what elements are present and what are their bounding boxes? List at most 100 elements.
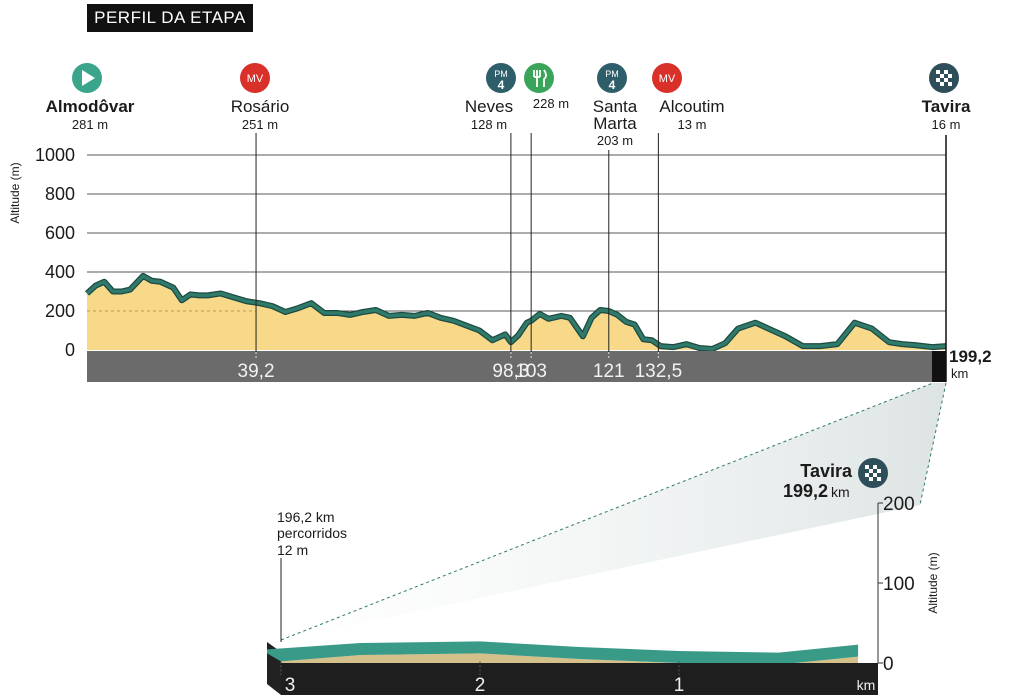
profile-line: [85, 274, 947, 351]
zoom-y-axis-label: Altitude (m): [926, 552, 940, 613]
zoom-guide-right: [919, 382, 947, 506]
pm-icon-category: 4: [609, 78, 616, 92]
x-tick-label: 132,5: [635, 361, 683, 382]
x-tick-label: 98,3: [492, 361, 529, 382]
distance-bar: [87, 351, 932, 382]
checkered-flag-square: [948, 74, 952, 78]
zoom-wedge: [281, 383, 946, 640]
checkered-flag-square: [873, 465, 877, 469]
waypoint-name: Santa: [593, 97, 638, 116]
y-tick-label: 600: [45, 223, 75, 243]
pm-icon-category: 4: [498, 78, 505, 92]
checkered-flag-square: [865, 473, 869, 477]
waypoint-altitude: 228 m: [533, 96, 569, 111]
checkered-flag-square: [877, 465, 881, 469]
y-tick-label: 0: [65, 340, 75, 360]
checkered-flag-square: [869, 477, 873, 481]
finish-bar-segment: [932, 351, 946, 382]
waypoint-name: Marta: [593, 114, 637, 133]
zoom-finish-km: 199,2: [783, 481, 828, 501]
zoom-guide-left: [280, 382, 934, 641]
checkered-flag-square: [869, 469, 873, 473]
checkered-flag-square: [877, 477, 881, 481]
checkered-flag-square: [873, 477, 877, 481]
x-tick-label: 121: [593, 361, 625, 382]
waypoint-altitude: 203 m: [597, 133, 633, 148]
terrain-area: [87, 275, 946, 350]
y-axis-label: Altitude (m): [8, 162, 22, 223]
waypoint-altitude: 13 m: [678, 117, 707, 132]
waypoint-altitude: 16 m: [932, 117, 961, 132]
zoom-distance-bar: [281, 663, 878, 695]
x-tick-label: 39,2: [238, 361, 275, 382]
mv-icon-label: MV: [659, 73, 676, 85]
checkered-flag-square: [940, 82, 944, 86]
checkered-flag-square: [936, 82, 940, 86]
checkered-flag-square: [877, 469, 881, 473]
waypoint-altitude: 251 m: [242, 117, 278, 132]
y-tick-label: 1000: [35, 145, 75, 165]
waypoint-name: Neves: [465, 97, 513, 116]
checkered-flag-square: [936, 78, 940, 82]
main-profile-chart: 0 200 400 600 800 1000 Altitude (m) Almodôvar28…: [8, 63, 992, 382]
checkered-flag-square: [948, 82, 952, 86]
checkered-flag-square: [936, 70, 940, 74]
waypoint-altitude: 281 m: [72, 117, 108, 132]
checkered-flag-square: [865, 477, 869, 481]
play-arrow-icon: [82, 70, 95, 86]
zoom-terrain-top: [267, 641, 859, 665]
waypoint-name: Alcoutim: [659, 97, 724, 116]
zoom-finish-name: Tavira: [800, 461, 853, 481]
zoom-y-tick-label: 100: [883, 574, 915, 595]
checkered-flag-square: [944, 70, 948, 74]
checkered-flag-square: [873, 473, 877, 477]
checkered-flag-square: [940, 78, 944, 82]
y-tick-label: 800: [45, 184, 75, 204]
waypoint-name: Almodôvar: [46, 97, 135, 116]
total-distance-unit: km: [951, 366, 968, 381]
checkered-flag-square: [865, 465, 869, 469]
zoom-x-tick-label: 3: [285, 675, 296, 696]
fork-knife-icon: [533, 69, 547, 87]
checkered-flag-square: [940, 70, 944, 74]
checkered-flag-square: [869, 473, 873, 477]
zoom-connector: [280, 382, 947, 641]
zoom-start-note: percorridos: [277, 525, 347, 541]
mv-icon: [240, 63, 270, 93]
checkered-flag-square: [944, 78, 948, 82]
y-tick-label: 400: [45, 262, 75, 282]
mv-icon: [652, 63, 682, 93]
food-icon: [524, 63, 554, 93]
checkered-flag-square: [873, 469, 877, 473]
mv-icon-label: MV: [247, 73, 264, 85]
x-tick-label: 103: [515, 361, 547, 382]
total-distance-label: 199,2: [949, 347, 992, 366]
checkered-flag-square: [940, 74, 944, 78]
checkered-flag-square: [944, 82, 948, 86]
checkered-flag-square: [948, 78, 952, 82]
checkered-flag-square: [865, 469, 869, 473]
pm-icon-label: PM: [605, 69, 619, 79]
pm-icon-label: PM: [494, 69, 508, 79]
pm-icon: [486, 63, 516, 93]
y-tick-label: 200: [45, 301, 75, 321]
checkered-flag-square: [936, 74, 940, 78]
final-km-zoom-chart: 0 100 200 Altitude (m) 3 2 1 km 196,2 kmpercorri…: [267, 458, 940, 696]
zoom-finish-km-unit: km: [831, 484, 850, 500]
zoom-y-tick-label: 0: [883, 654, 894, 675]
pm-icon: [597, 63, 627, 93]
zoom-start-distance: 196,2 km: [277, 509, 335, 525]
waypoint-altitude: 128 m: [471, 117, 507, 132]
checkered-flag-square: [948, 70, 952, 74]
waypoint-food: 228 m: [524, 63, 569, 360]
waypoint-name: Tavira: [922, 97, 971, 116]
zoom-start-altitude: 12 m: [277, 542, 308, 558]
